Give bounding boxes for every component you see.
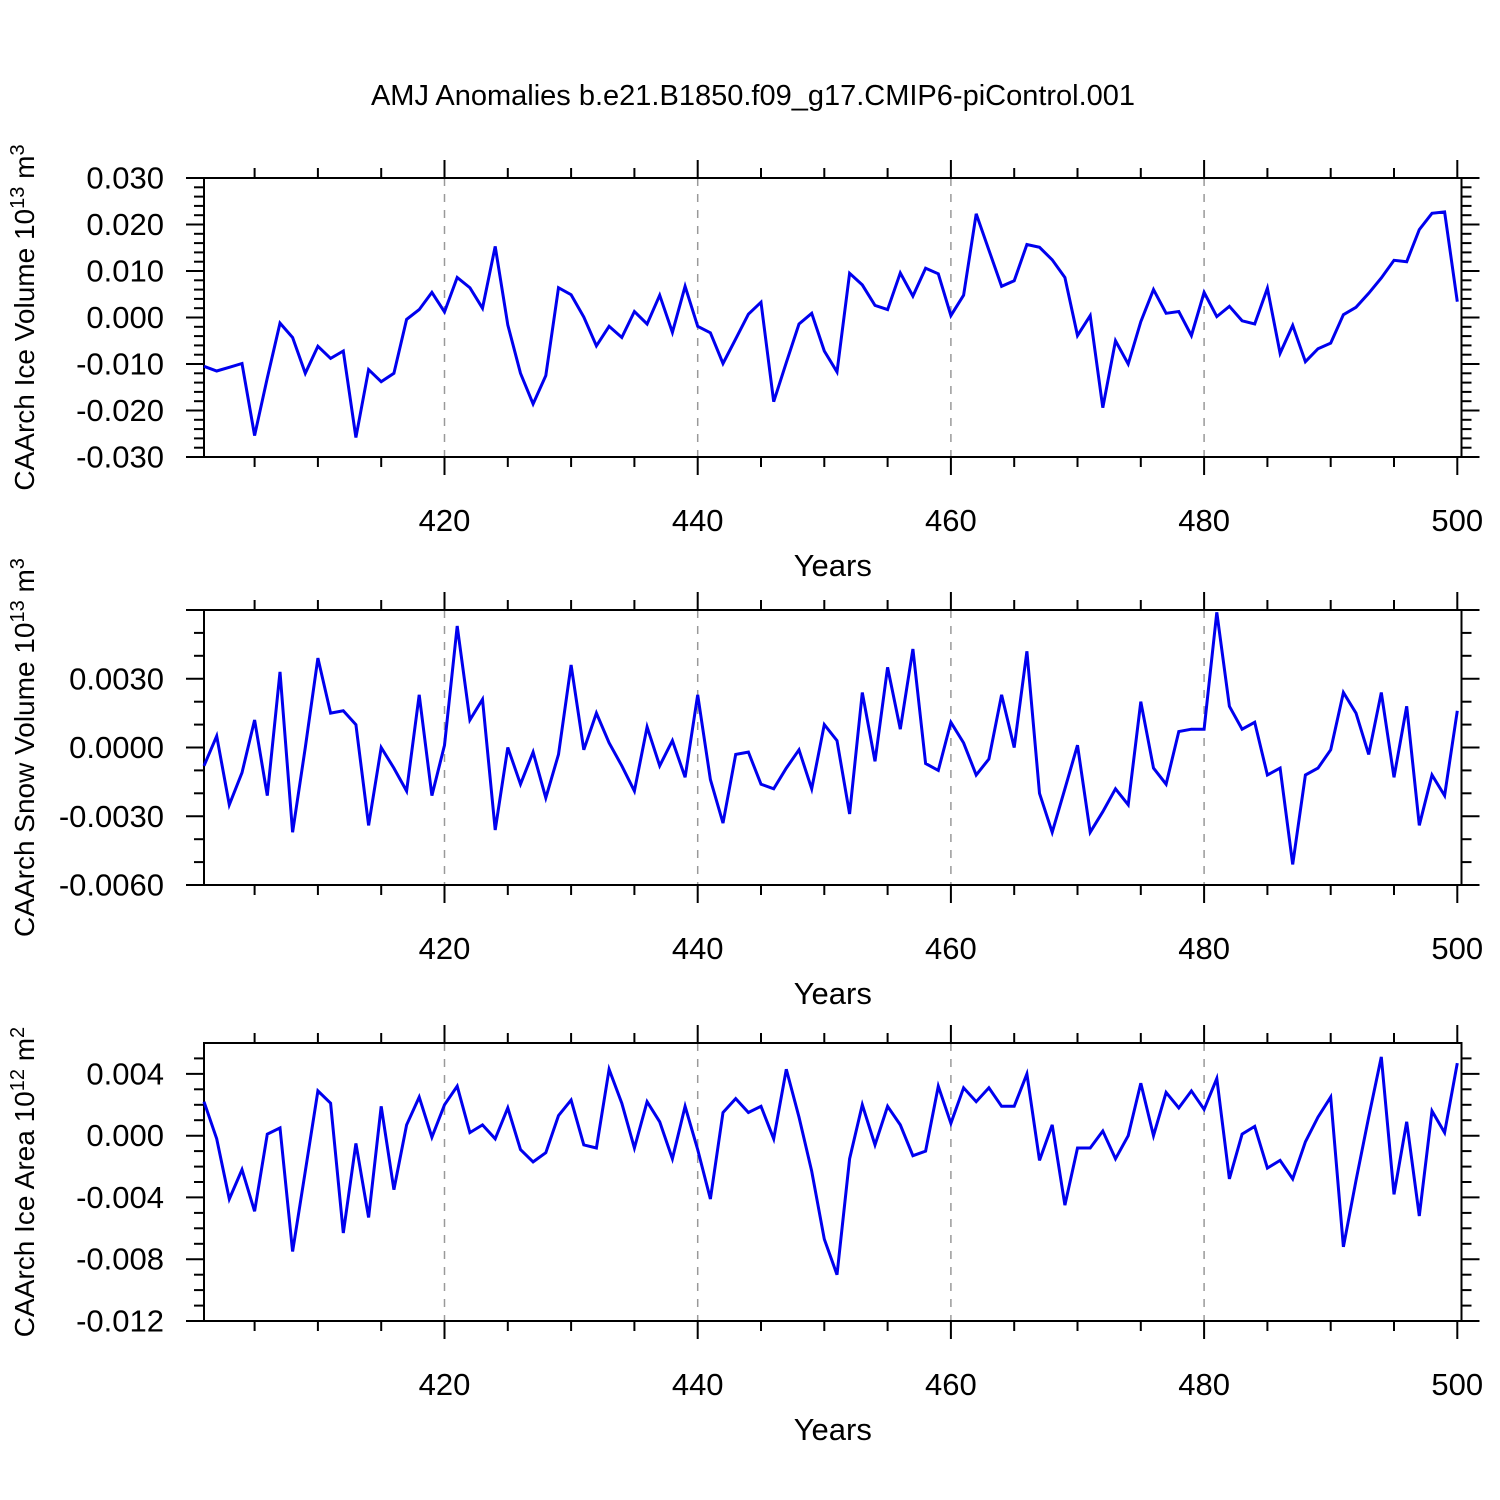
y-tick-label--0.010: -0.010 bbox=[76, 347, 164, 382]
y-tick-label-0.0000: 0.0000 bbox=[69, 730, 164, 765]
y-tick-label-0.0030: 0.0030 bbox=[69, 661, 164, 696]
y-ticks bbox=[186, 1057, 1480, 1322]
x-tick-label-420: 420 bbox=[419, 1367, 471, 1402]
y-tick-label--0.020: -0.020 bbox=[76, 393, 164, 428]
x-axis-title: Years bbox=[794, 976, 872, 1011]
x-ticks bbox=[253, 1025, 1459, 1339]
x-tick-label-500: 500 bbox=[1431, 503, 1483, 538]
x-tick-label-480: 480 bbox=[1178, 503, 1230, 538]
y-tick-label-0.000: 0.000 bbox=[86, 1118, 164, 1153]
x-axis-title: Years bbox=[794, 1412, 872, 1447]
x-tick-label-420: 420 bbox=[419, 503, 471, 538]
y-tick-label-0.030: 0.030 bbox=[86, 161, 164, 196]
y-ticks bbox=[186, 609, 1480, 886]
snow-volume-line bbox=[202, 612, 1459, 865]
y-axis-title-ice-area: CAArch Ice Area 1012 m2 bbox=[7, 1027, 40, 1337]
y-tick-label-0.004: 0.004 bbox=[86, 1056, 164, 1091]
x-tick-label-440: 440 bbox=[672, 503, 724, 538]
x-tick-label-460: 460 bbox=[925, 931, 977, 966]
y-tick-label--0.008: -0.008 bbox=[76, 1242, 164, 1277]
y-tick-label-0.020: 0.020 bbox=[86, 207, 164, 242]
x-tick-label-420: 420 bbox=[419, 931, 471, 966]
y-tick-label-0.010: 0.010 bbox=[86, 254, 164, 289]
y-tick-label--0.004: -0.004 bbox=[76, 1180, 164, 1215]
x-tick-label-500: 500 bbox=[1431, 931, 1483, 966]
x-ticks bbox=[253, 160, 1459, 475]
y-tick-label--0.012: -0.012 bbox=[76, 1304, 164, 1339]
y-axis-title-ice-volume: CAArch Ice Volume 1013 m3 bbox=[7, 144, 40, 490]
x-tick-label-480: 480 bbox=[1178, 931, 1230, 966]
y-tick-label--0.030: -0.030 bbox=[76, 440, 164, 475]
x-tick-label-460: 460 bbox=[925, 503, 977, 538]
y-tick-label--0.0030: -0.0030 bbox=[59, 799, 164, 834]
y-tick-label-0.000: 0.000 bbox=[86, 300, 164, 335]
ice-volume-line bbox=[203, 210, 1459, 438]
ice-area-line bbox=[202, 1056, 1459, 1276]
x-tick-label-460: 460 bbox=[925, 1367, 977, 1402]
y-axis-title-snow-volume: CAArch Snow Volume 1013 m3 bbox=[7, 558, 40, 937]
x-tick-label-440: 440 bbox=[672, 931, 724, 966]
x-tick-label-500: 500 bbox=[1431, 1367, 1483, 1402]
x-tick-label-440: 440 bbox=[672, 1367, 724, 1402]
chart-title: AMJ Anomalies b.e21.B1850.f09_g17.CMIP6-… bbox=[371, 80, 1135, 112]
y-ticks bbox=[186, 177, 1480, 458]
x-tick-label-480: 480 bbox=[1178, 1367, 1230, 1402]
plot-box bbox=[203, 609, 1463, 886]
x-ticks bbox=[253, 592, 1459, 903]
x-axis-title: Years bbox=[794, 548, 872, 583]
panel-ice-area: 0.004 0.000 -0.004 -0.008 -0.012 420 440 460 480… bbox=[7, 1025, 1483, 1447]
panel-ice-volume: 0.030 0.020 0.010 0.000 -0.010 -0.020 -0.030 42… bbox=[7, 144, 1483, 583]
y-tick-label--0.0060: -0.0060 bbox=[59, 868, 164, 903]
panel-snow-volume: 0.0030 0.0000 -0.0030 -0.0060 420 440 460 480 50… bbox=[7, 558, 1483, 1011]
